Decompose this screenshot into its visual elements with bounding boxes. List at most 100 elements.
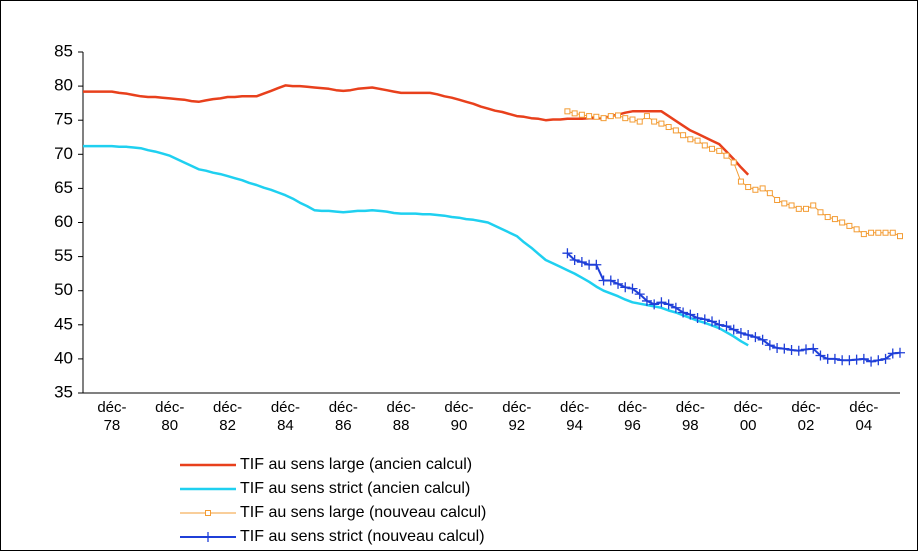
marker [743,330,754,341]
marker [764,340,775,351]
marker [824,214,831,221]
marker [766,190,773,197]
legend-label: TIF au sens strict (nouveau calcul) [240,528,485,545]
marker [750,332,761,343]
marker [591,259,602,270]
marker [622,115,629,122]
y-tick-label: 45 [54,314,73,333]
marker [882,229,889,236]
marker [887,348,898,359]
marker [779,343,790,354]
marker [663,299,674,310]
x-tick-label: déc-84 [270,399,301,434]
x-tick-label: déc-78 [97,399,127,434]
marker [721,321,732,332]
marker [745,184,752,191]
y-tick-label: 80 [54,76,73,95]
marker [678,307,689,318]
marker [781,200,788,207]
marker [716,147,723,154]
marker [562,248,573,259]
legend-marker [205,510,211,516]
marker [615,112,622,119]
y-tick-label: 75 [54,110,73,129]
marker [699,314,710,325]
marker [737,178,744,185]
marker [651,118,658,125]
marker [569,255,580,266]
marker [627,283,638,294]
x-tick-label: déc-94 [560,399,590,434]
y-tick-label: 65 [54,178,73,197]
marker [730,159,737,166]
marker [815,350,826,361]
marker [685,309,696,320]
marker [851,354,862,365]
marker [772,342,783,353]
marker [786,345,797,356]
x-tick-label: déc-98 [675,399,705,434]
marker [672,127,679,134]
marker [831,216,838,223]
marker [873,355,884,366]
x-tick-label: déc-86 [328,399,358,434]
y-tick-label: 35 [54,382,73,401]
marker [875,229,882,236]
marker [605,275,616,286]
marker [735,327,746,338]
marker [803,205,810,212]
y-tick-label: 55 [54,246,73,265]
marker [571,110,578,117]
marker [801,344,812,355]
marker [895,347,905,358]
marker [774,196,781,203]
marker [680,132,687,139]
marker [752,186,759,193]
marker [613,278,624,289]
marker [564,108,571,115]
marker [694,137,701,144]
y-tick-label: 85 [54,41,73,60]
x-tick-label: déc-02 [791,399,821,434]
x-tick-label: déc-82 [213,399,243,434]
marker [665,124,672,131]
marker [670,302,681,313]
marker [839,219,846,226]
marker [656,297,667,308]
marker [868,229,875,236]
marker [629,116,636,123]
marker [866,356,877,367]
marker [793,345,804,356]
y-tick-label: 40 [54,348,73,367]
marker [723,152,730,159]
marker [795,205,802,212]
marker [634,289,645,300]
x-tick-label: déc-04 [849,399,879,434]
marker [586,113,593,120]
marker [643,113,650,120]
marker [649,299,660,310]
marker [788,202,795,209]
y-tick-label: 70 [54,144,73,163]
x-tick-label: déc-92 [502,399,532,434]
marker [600,115,607,122]
marker [701,142,708,149]
marker [709,145,716,152]
marker [817,209,824,216]
legend-label: TIF au sens strict (ancien calcul) [240,480,470,497]
marker [641,295,652,306]
x-tick-label: déc-00 [733,399,763,434]
marker [759,185,766,192]
legend-label: TIF au sens large (nouveau calcul) [240,504,486,521]
series-line [83,144,749,347]
marker [897,233,903,240]
y-tick-label: 60 [54,212,73,231]
marker [829,353,840,364]
marker [607,113,614,120]
marker [844,355,855,366]
marker [692,312,703,323]
marker [636,118,643,125]
